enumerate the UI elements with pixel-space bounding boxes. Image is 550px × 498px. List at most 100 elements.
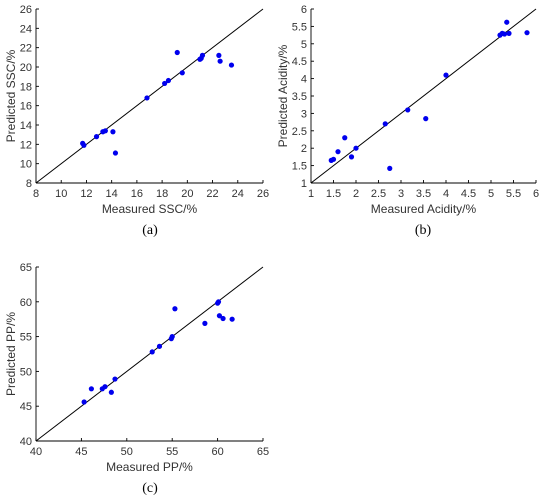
x-tick-label: 50 [121, 446, 133, 458]
x-tick-label: 6 [533, 188, 539, 200]
x-tick-label: 65 [257, 446, 269, 458]
y-tick-label: 4.5 [292, 56, 307, 68]
data-point [423, 116, 429, 122]
x-tick-label: 60 [211, 446, 223, 458]
y-tick-label: 8 [26, 178, 32, 190]
data-point [102, 128, 108, 134]
x-tick-label: 2.5 [371, 188, 386, 200]
reference-line [35, 266, 264, 442]
data-point [342, 135, 348, 141]
y-tick-label: 40 [20, 436, 32, 448]
data-point [179, 70, 185, 76]
y-tick-label: 16 [20, 101, 32, 113]
data-point [81, 399, 87, 405]
data-point [217, 58, 223, 64]
data-point [382, 121, 388, 127]
x-tick-label: 16 [131, 188, 143, 200]
data-point [81, 142, 87, 148]
data-point [156, 343, 163, 349]
x-tick-label: 4.5 [461, 188, 476, 200]
x-tick-label: 4 [443, 188, 449, 200]
data-point [169, 334, 175, 340]
data-point [202, 320, 208, 326]
y-tick-label: 24 [20, 23, 32, 35]
data-point [216, 52, 222, 59]
data-point [228, 62, 235, 68]
y-tick-label: 22 [20, 43, 32, 55]
y-tick-label: 12 [20, 139, 32, 151]
x-axis-label: Measured SSC/% [102, 202, 198, 216]
x-tick-label: 8 [33, 188, 39, 200]
x-tick-label: 14 [106, 188, 118, 200]
reference-line [35, 8, 264, 184]
panel-caption: (c) [142, 481, 158, 496]
data-point [353, 145, 359, 151]
x-tick-label: 2 [353, 188, 359, 200]
x-tick-label: 24 [232, 188, 244, 200]
panel-caption: (a) [142, 223, 158, 238]
scatter-panel: 40 45 50 55 60 65 40 45 50 55 60 65 Measured PP/% Pre… [4, 262, 269, 496]
data-point [162, 80, 168, 87]
y-tick-label: 2 [301, 143, 307, 155]
y-tick-label: 5 [301, 39, 307, 51]
data-point [229, 316, 235, 322]
y-tick-label: 60 [20, 297, 32, 309]
x-tick-label: 18 [156, 188, 168, 200]
data-point [149, 349, 155, 355]
y-tick-label: 26 [20, 4, 32, 16]
y-tick-label: 1.5 [292, 161, 307, 173]
data-point [112, 376, 118, 382]
data-point [144, 95, 150, 101]
y-axis-label: Predicted SSC/% [4, 49, 18, 142]
data-point [524, 30, 530, 36]
panel-caption: (b) [415, 223, 432, 238]
x-tick-label: 40 [30, 446, 42, 458]
y-tick-label: 20 [20, 62, 32, 74]
x-tick-label: 3.5 [416, 188, 431, 200]
data-point [348, 154, 355, 160]
data-point [93, 134, 100, 140]
x-tick-label: 1.5 [326, 188, 341, 200]
x-tick-label: 12 [80, 188, 92, 200]
x-tick-label: 10 [55, 188, 67, 200]
x-axis-label: Measured PP/% [106, 460, 193, 474]
y-tick-label: 6 [301, 4, 307, 16]
data-point [216, 313, 223, 319]
y-axis-label: Predicted PP/% [4, 312, 18, 396]
data-point [387, 165, 393, 171]
x-tick-label: 55 [166, 446, 178, 458]
data-point [506, 30, 512, 36]
y-tick-label: 10 [20, 159, 32, 171]
data-point [504, 19, 510, 25]
data-point [330, 156, 337, 162]
y-tick-label: 65 [20, 262, 32, 274]
x-tick-label: 3 [398, 188, 404, 200]
y-tick-label: 45 [20, 401, 32, 413]
data-point [172, 306, 178, 312]
reference-line [310, 8, 537, 184]
y-tick-label: 3 [301, 108, 307, 120]
x-tick-label: 1 [308, 188, 314, 200]
data-point [110, 129, 116, 135]
data-point [501, 31, 508, 37]
data-point [165, 77, 172, 84]
data-point [102, 384, 108, 390]
data-point [405, 107, 411, 113]
data-point [108, 389, 114, 395]
scatter-panel: 8 10 12 14 16 18 20 22 24 26 8 10 12 14 16 18 20 22 24 26 Me… [4, 4, 269, 238]
y-tick-label: 14 [20, 120, 32, 132]
data-point [220, 315, 226, 322]
data-point [174, 49, 180, 56]
y-tick-label: 55 [20, 332, 32, 344]
y-tick-label: 18 [20, 81, 32, 93]
x-tick-label: 5 [488, 188, 494, 200]
x-tick-label: 26 [257, 188, 269, 200]
data-point [199, 52, 206, 59]
y-axis-label: Predicted Acidity/% [276, 44, 290, 147]
y-tick-label: 5.5 [292, 21, 307, 33]
data-point [443, 72, 449, 78]
data-point [88, 386, 94, 392]
data-point [215, 299, 222, 305]
x-tick-label: 45 [75, 446, 87, 458]
